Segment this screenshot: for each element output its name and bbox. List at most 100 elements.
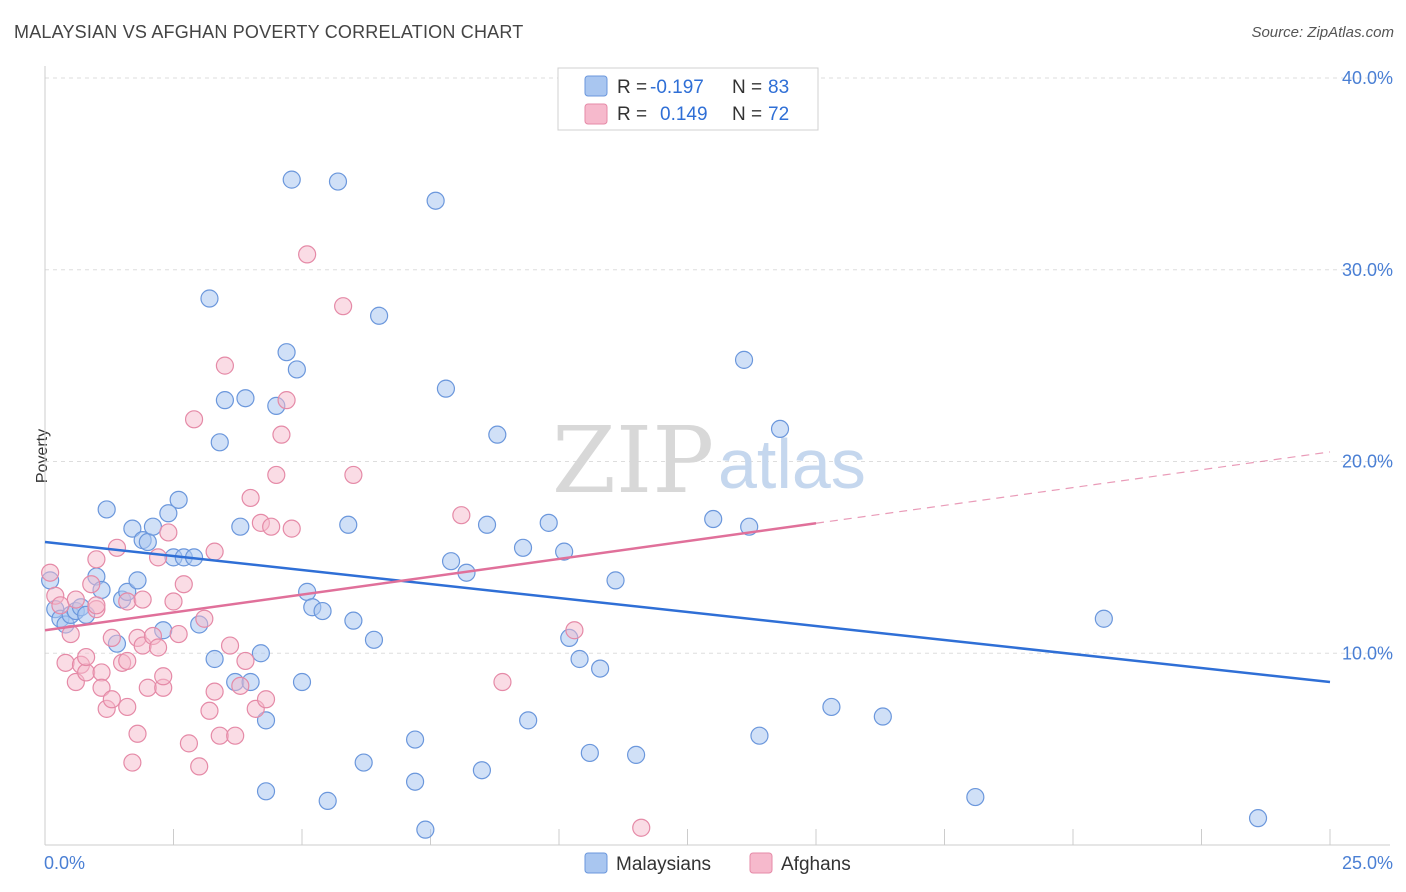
afghans-point <box>148 548 168 567</box>
malaysians-point <box>570 649 589 669</box>
afghans-point <box>154 667 173 686</box>
afghans-point <box>92 663 111 682</box>
malaysians-point <box>328 172 348 191</box>
afghans-point <box>190 757 209 776</box>
afghans-point <box>118 651 137 671</box>
grid-lines <box>45 77 1390 654</box>
legend-r-label-malaysians: R = <box>617 77 647 98</box>
malaysians-point <box>426 191 445 210</box>
afghans-point <box>159 523 178 542</box>
afghans-point <box>164 592 183 611</box>
legend-r-value-afghans: 0.149 <box>660 104 708 125</box>
afghans-point <box>267 465 286 485</box>
afghans-point <box>344 465 363 485</box>
legend-r-value-malaysians: -0.197 <box>650 77 704 98</box>
afghans-point <box>256 690 276 709</box>
watermark-atlas-text: atlas <box>718 425 866 503</box>
malaysians-point <box>318 791 337 810</box>
afghans-point <box>334 297 353 316</box>
afghans-point <box>277 391 296 410</box>
malaysians-point <box>138 532 157 552</box>
malaysians-point <box>128 571 147 590</box>
afghans-point <box>87 596 106 615</box>
malaysians-point <box>477 515 497 534</box>
malaysians-point <box>364 630 384 649</box>
afghans-point <box>92 678 111 697</box>
malaysians-point <box>205 649 224 669</box>
malaysians-point <box>606 571 625 590</box>
malaysians-point <box>287 360 306 379</box>
afghans-point <box>179 734 199 753</box>
malaysians-point <box>339 515 358 534</box>
malaysians-point <box>539 513 558 532</box>
x-tick-label: 0.0% <box>44 853 85 873</box>
watermark-zip-text: ZIP <box>552 407 714 514</box>
afghans-point <box>77 647 96 667</box>
malaysians-point <box>354 753 373 772</box>
malaysians-point <box>251 644 270 663</box>
afghans-point <box>220 636 240 655</box>
malaysians-point <box>822 697 841 717</box>
malaysians-point <box>169 490 188 509</box>
afghans-point <box>174 575 193 594</box>
stats-legend: R = -0.197 N = 83 R = 0.149 N = 72 <box>557 67 819 131</box>
afghans-point <box>215 356 234 375</box>
afghans-point <box>205 542 224 561</box>
malaysians-point <box>256 711 276 730</box>
malaysians-points <box>41 170 1268 839</box>
afghans-point <box>148 638 168 657</box>
malaysians-point <box>344 611 363 630</box>
afghans-point <box>184 410 204 429</box>
malaysians-point <box>256 782 276 801</box>
malaysians-point <box>292 672 312 692</box>
malaysians-point <box>1094 609 1113 628</box>
afghans-point <box>118 592 137 611</box>
legend-n-value-afghans: 72 <box>768 104 789 125</box>
afghans-point <box>56 653 75 672</box>
afghans-point <box>272 425 291 444</box>
malaysians-point <box>282 170 301 189</box>
afghans-point <box>632 818 651 837</box>
malaysians-point <box>966 787 985 807</box>
afghans-point <box>138 678 157 697</box>
afghans-point <box>87 550 106 569</box>
series-legend-swatch-afghans <box>749 852 773 874</box>
afghans-point <box>282 519 301 538</box>
afghans-point <box>241 488 260 508</box>
x-tick-labels: 0.0% 25.0% <box>44 853 1393 873</box>
trend-lines <box>44 451 1331 684</box>
y-tick-labels: 10.0% 20.0% 30.0% 40.0% <box>1342 68 1393 663</box>
malaysians-point <box>416 820 435 839</box>
malaysians-point <box>555 542 574 561</box>
malaysians-point <box>591 659 610 678</box>
afghans-trend-line <box>44 522 817 632</box>
afghans-point <box>452 506 471 525</box>
malaysians-point <box>1248 809 1268 828</box>
afghans-point <box>102 628 121 648</box>
afghans-point <box>169 624 188 644</box>
afghans-point <box>123 753 142 772</box>
x-tick-label: 25.0% <box>1342 853 1393 873</box>
afghans-point <box>82 575 101 594</box>
malaysians-point <box>626 745 646 764</box>
y-tick-label: 30.0% <box>1342 260 1393 280</box>
malaysians-trend-line <box>44 540 1331 684</box>
afghans-point <box>231 676 250 695</box>
malaysians-point <box>405 730 425 749</box>
malaysians-point <box>734 350 754 369</box>
afghans-point <box>107 538 127 557</box>
legend-n-label-afghans: N = <box>732 104 762 125</box>
afghans-point <box>66 590 85 609</box>
malaysians-point <box>704 509 723 529</box>
malaysians-point <box>97 500 116 519</box>
malaysians-point <box>210 433 229 452</box>
malaysians-point <box>472 761 491 780</box>
malaysians-point <box>873 707 892 726</box>
malaysians-point <box>236 389 255 408</box>
legend-swatch-afghans <box>584 103 608 125</box>
malaysians-point <box>200 289 219 308</box>
malaysians-point <box>215 391 234 410</box>
afghans-point <box>226 726 245 745</box>
malaysians-point <box>143 517 163 536</box>
